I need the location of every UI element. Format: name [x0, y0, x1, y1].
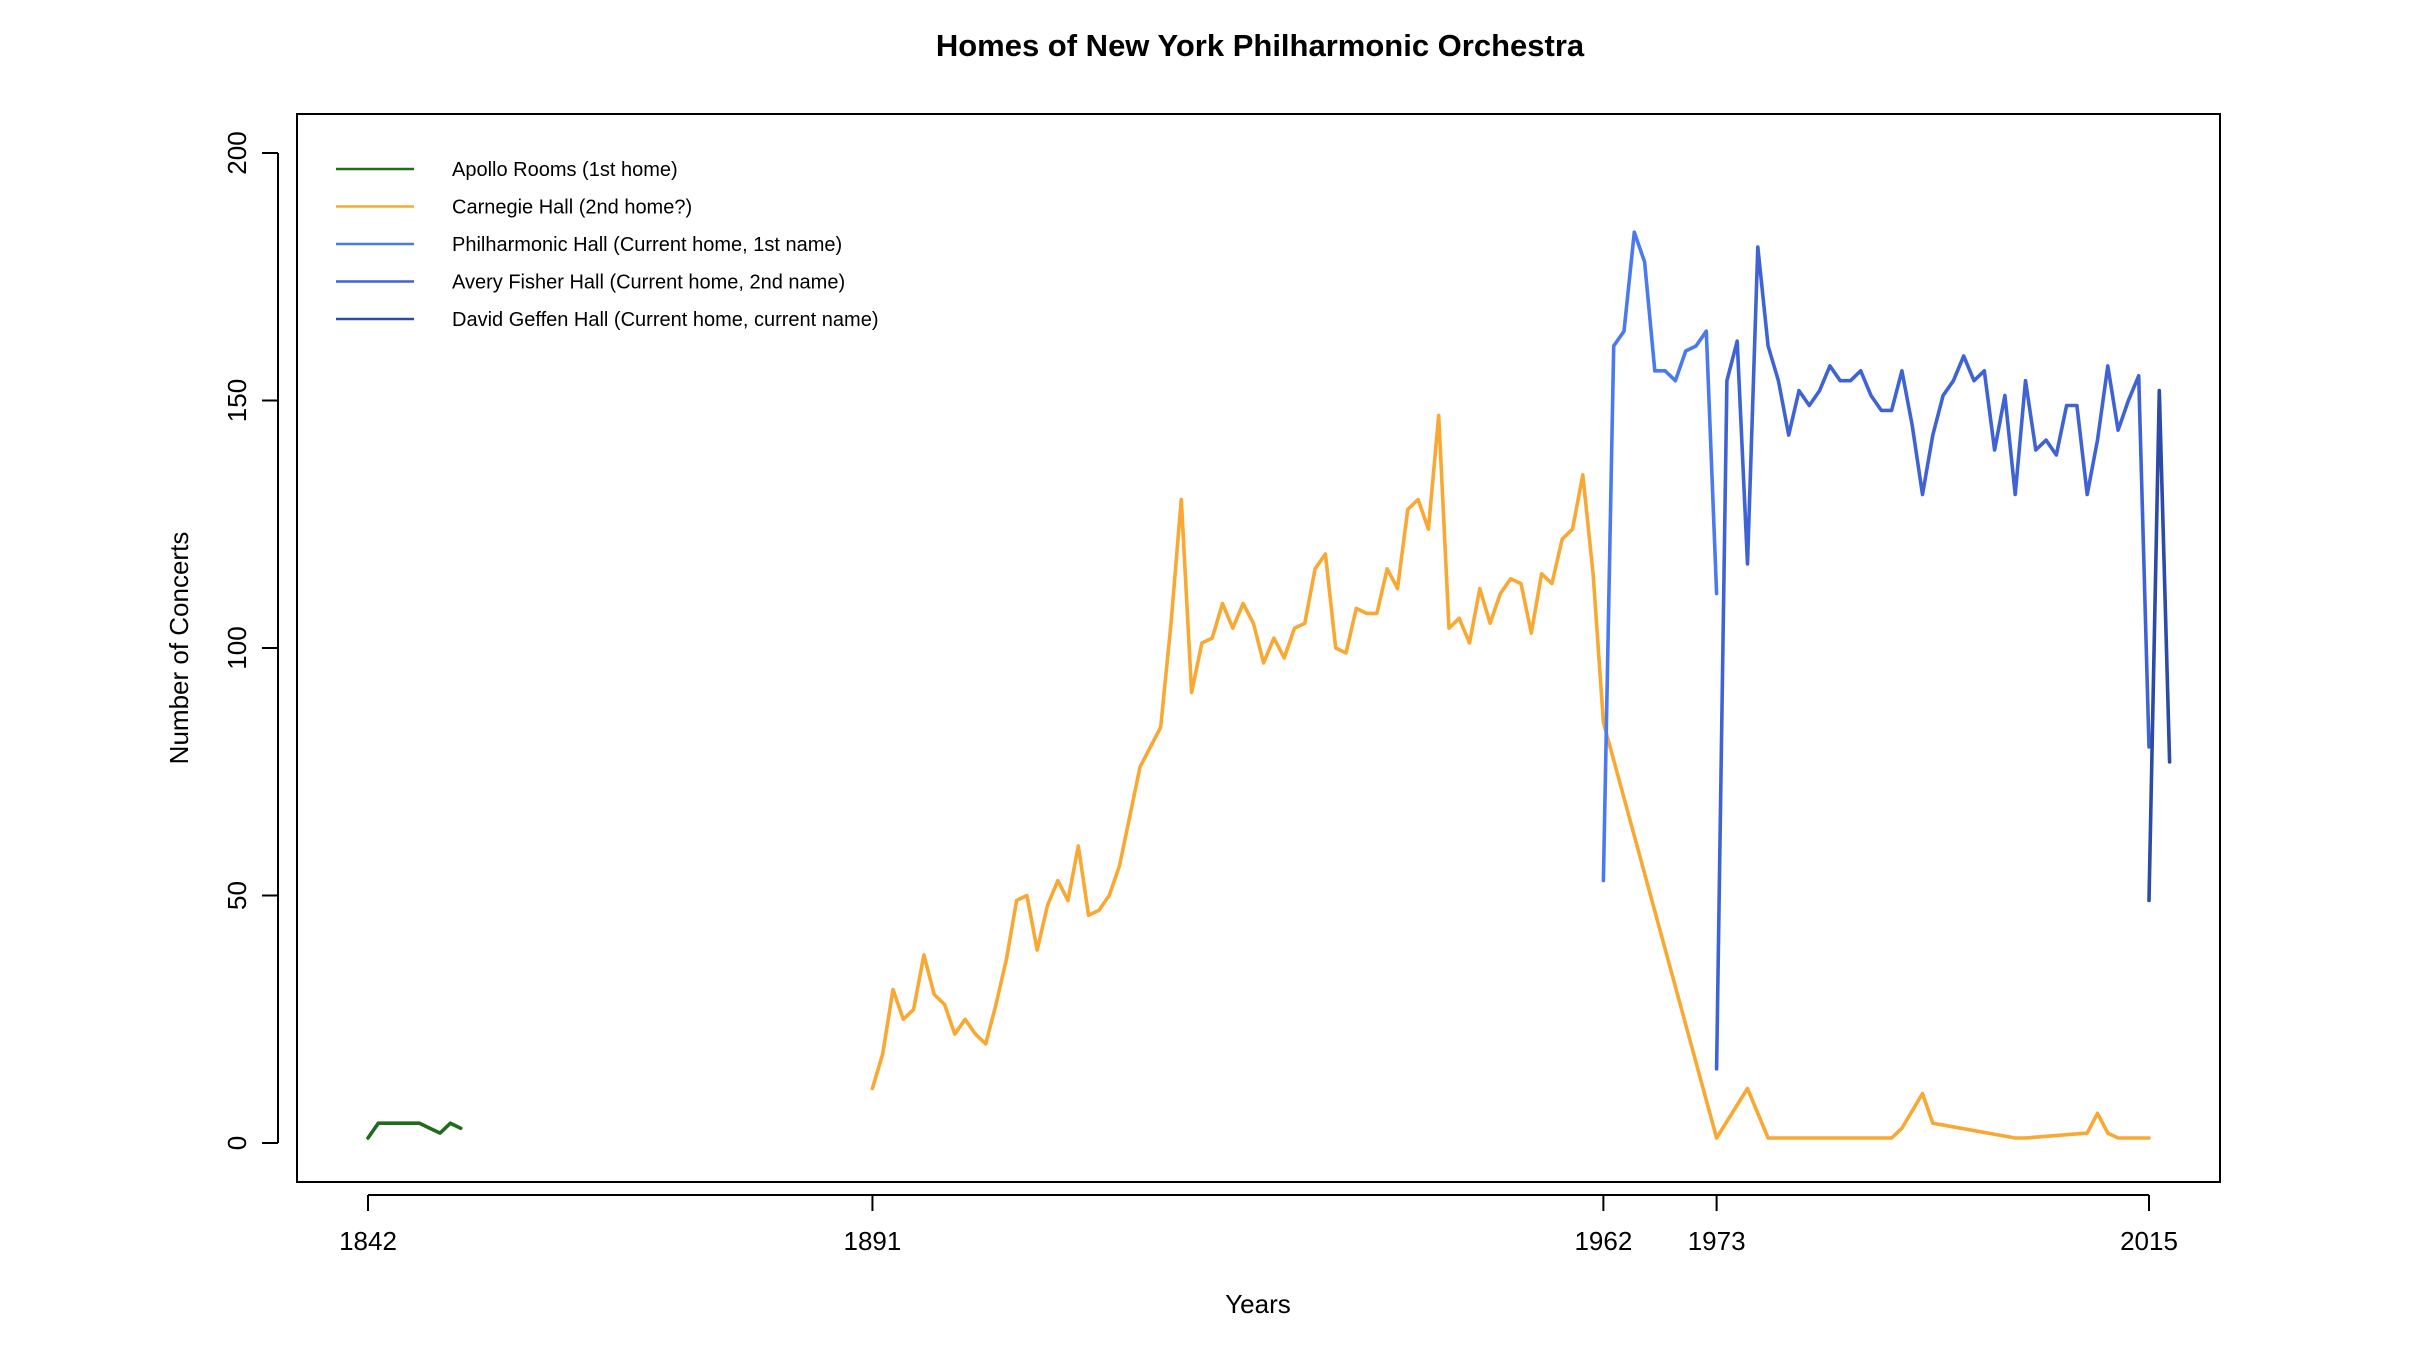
legend-label-0: Apollo Rooms (1st home) — [452, 159, 678, 181]
x-tick-label: 1891 — [844, 1226, 902, 1256]
y-tick-label: 150 — [222, 379, 252, 422]
series-line-4 — [2147, 388, 2172, 903]
legend-label-1: Carnegie Hall (2nd home?) — [452, 197, 692, 219]
series-line-2 — [1601, 230, 1719, 883]
plot-frame — [296, 113, 2221, 1183]
y-axis-label: Number of Concerts — [164, 532, 194, 765]
series-line-1 — [870, 413, 2151, 1140]
series-group — [366, 230, 2172, 1140]
legend-label-3: Avery Fisher Hall (Current home, 2nd nam… — [452, 272, 845, 294]
legend-label-2: Philharmonic Hall (Current home, 1st nam… — [452, 234, 842, 256]
x-tick-label: 2015 — [2120, 1226, 2178, 1256]
x-tick-label: 1962 — [1574, 1226, 1632, 1256]
y-axis: 0 50 100 150 200 — [222, 131, 279, 1150]
legend: Apollo Rooms (1st home) Carnegie Hall (2n… — [336, 159, 878, 331]
y-tick-label: 0 — [222, 1136, 252, 1150]
series-line-0 — [366, 1121, 463, 1140]
y-tick-label: 200 — [222, 131, 252, 174]
x-tick-label: 1842 — [339, 1226, 397, 1256]
y-tick-label: 100 — [222, 626, 252, 669]
chart-title: Homes of New York Philharmonic Orchestra — [936, 28, 1585, 63]
x-tick-label: 1973 — [1688, 1226, 1746, 1256]
series-line-3 — [1714, 245, 2151, 1071]
legend-label-4: David Geffen Hall (Current home, current… — [452, 309, 878, 331]
y-tick-label: 50 — [222, 881, 252, 910]
x-axis: 1842 1891 1962 1973 2015 — [339, 1194, 2178, 1256]
x-axis-label: Years — [1225, 1289, 1291, 1319]
